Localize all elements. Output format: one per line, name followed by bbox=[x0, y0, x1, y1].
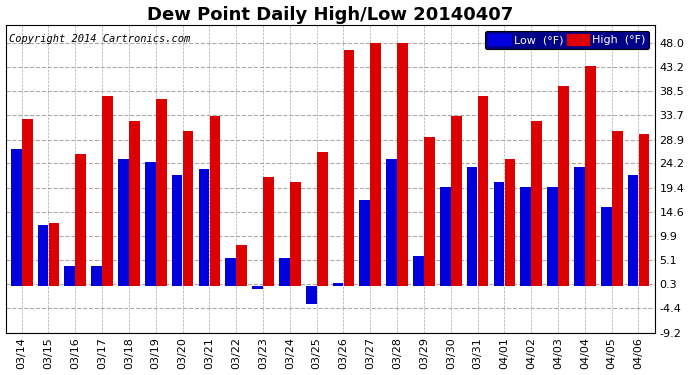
Bar bbox=[493, 182, 504, 286]
Text: Copyright 2014 Cartronics.com: Copyright 2014 Cartronics.com bbox=[9, 34, 190, 44]
Bar bbox=[574, 167, 584, 286]
Bar bbox=[558, 86, 569, 286]
Bar bbox=[48, 223, 59, 286]
Bar bbox=[252, 286, 263, 288]
Bar bbox=[359, 200, 370, 286]
Bar bbox=[279, 258, 290, 286]
Bar bbox=[102, 96, 113, 286]
Bar bbox=[612, 132, 622, 286]
Bar bbox=[547, 187, 558, 286]
Bar bbox=[397, 43, 408, 286]
Bar bbox=[371, 43, 381, 286]
Bar bbox=[22, 119, 32, 286]
Bar bbox=[317, 152, 328, 286]
Bar bbox=[413, 256, 424, 286]
Bar bbox=[466, 167, 477, 286]
Bar bbox=[226, 258, 236, 286]
Bar bbox=[306, 286, 317, 304]
Bar bbox=[129, 122, 140, 286]
Bar bbox=[172, 174, 182, 286]
Bar bbox=[531, 122, 542, 286]
Bar bbox=[91, 266, 102, 286]
Bar bbox=[156, 99, 166, 286]
Bar bbox=[118, 159, 129, 286]
Bar bbox=[520, 187, 531, 286]
Bar bbox=[183, 132, 193, 286]
Bar bbox=[333, 284, 344, 286]
Bar bbox=[504, 159, 515, 286]
Bar bbox=[263, 177, 274, 286]
Legend: Low  (°F), High  (°F): Low (°F), High (°F) bbox=[485, 31, 649, 49]
Bar bbox=[440, 187, 451, 286]
Bar bbox=[585, 66, 595, 286]
Bar bbox=[628, 174, 638, 286]
Bar bbox=[290, 182, 301, 286]
Bar bbox=[451, 116, 462, 286]
Bar bbox=[237, 246, 247, 286]
Bar bbox=[601, 207, 611, 286]
Bar bbox=[199, 170, 209, 286]
Bar bbox=[210, 116, 220, 286]
Bar bbox=[145, 162, 156, 286]
Bar bbox=[344, 51, 355, 286]
Bar bbox=[424, 136, 435, 286]
Bar bbox=[477, 96, 489, 286]
Bar bbox=[75, 154, 86, 286]
Title: Dew Point Daily High/Low 20140407: Dew Point Daily High/Low 20140407 bbox=[147, 6, 513, 24]
Bar bbox=[37, 225, 48, 286]
Bar bbox=[11, 149, 21, 286]
Bar bbox=[64, 266, 75, 286]
Bar bbox=[639, 134, 649, 286]
Bar bbox=[386, 159, 397, 286]
